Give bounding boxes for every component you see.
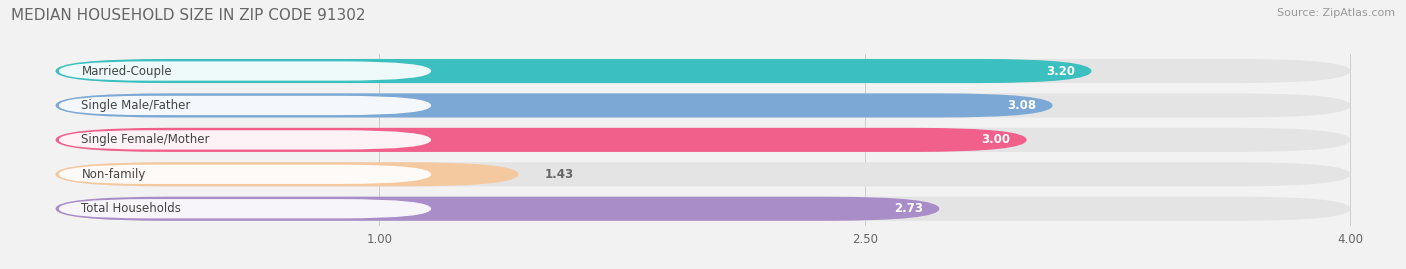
FancyBboxPatch shape bbox=[59, 96, 432, 115]
Text: Single Female/Mother: Single Female/Mother bbox=[82, 133, 209, 146]
FancyBboxPatch shape bbox=[59, 165, 432, 184]
Text: 3.08: 3.08 bbox=[1007, 99, 1036, 112]
FancyBboxPatch shape bbox=[56, 197, 1350, 221]
FancyBboxPatch shape bbox=[56, 162, 519, 186]
FancyBboxPatch shape bbox=[56, 197, 939, 221]
Text: Source: ZipAtlas.com: Source: ZipAtlas.com bbox=[1277, 8, 1395, 18]
FancyBboxPatch shape bbox=[56, 162, 1350, 186]
FancyBboxPatch shape bbox=[56, 128, 1350, 152]
FancyBboxPatch shape bbox=[56, 93, 1350, 118]
FancyBboxPatch shape bbox=[56, 59, 1091, 83]
Text: MEDIAN HOUSEHOLD SIZE IN ZIP CODE 91302: MEDIAN HOUSEHOLD SIZE IN ZIP CODE 91302 bbox=[11, 8, 366, 23]
Text: 2.73: 2.73 bbox=[894, 202, 924, 215]
Text: Single Male/Father: Single Male/Father bbox=[82, 99, 191, 112]
FancyBboxPatch shape bbox=[59, 199, 432, 218]
FancyBboxPatch shape bbox=[59, 130, 432, 150]
Text: Non-family: Non-family bbox=[82, 168, 146, 181]
Text: 1.43: 1.43 bbox=[544, 168, 574, 181]
Text: Total Households: Total Households bbox=[82, 202, 181, 215]
Text: 3.20: 3.20 bbox=[1046, 65, 1076, 77]
FancyBboxPatch shape bbox=[56, 59, 1350, 83]
Text: Married-Couple: Married-Couple bbox=[82, 65, 172, 77]
Text: 3.00: 3.00 bbox=[981, 133, 1011, 146]
FancyBboxPatch shape bbox=[56, 93, 1053, 118]
FancyBboxPatch shape bbox=[59, 61, 432, 81]
FancyBboxPatch shape bbox=[56, 128, 1026, 152]
